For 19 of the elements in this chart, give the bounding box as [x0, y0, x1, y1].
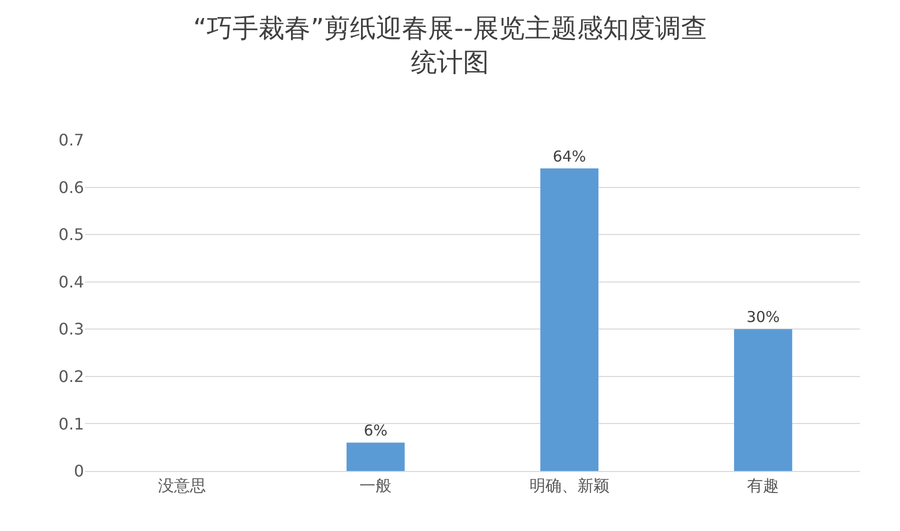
y-tick-label: 0.5 — [58, 225, 84, 244]
x-tick-label: 一般 — [360, 476, 392, 496]
y-tick-label: 0 — [74, 462, 84, 481]
chart-title: “巧手裁春”剪纸迎春展--展览主题感知度调查统计图 — [193, 14, 707, 78]
y-tick-label: 0.7 — [58, 130, 84, 150]
x-tick-label: 明确、新颖 — [529, 476, 610, 496]
x-tick-label: 有趣 — [747, 476, 780, 496]
bar — [734, 329, 792, 471]
data-label: 30% — [746, 308, 780, 326]
bar — [540, 168, 598, 471]
y-tick-label: 0.1 — [58, 414, 84, 434]
data-label: 6% — [364, 422, 388, 440]
bar — [346, 442, 405, 471]
y-tick-label: 0.3 — [58, 320, 84, 339]
y-tick-label: 0.2 — [58, 367, 84, 386]
y-tick-label: 0.6 — [58, 178, 84, 197]
y-tick-label: 0.4 — [58, 272, 84, 292]
x-tick-label: 没意思 — [158, 476, 206, 496]
data-label: 64% — [552, 147, 586, 166]
